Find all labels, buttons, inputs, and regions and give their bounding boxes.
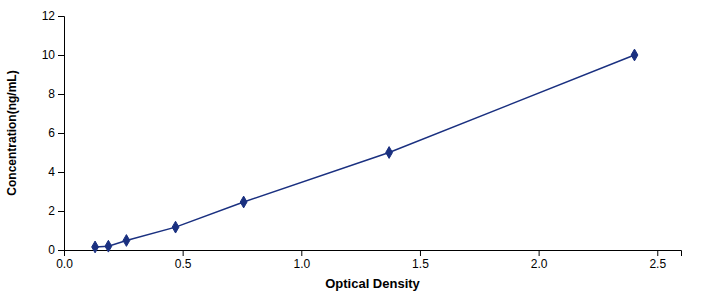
- x-axis-tick: 0.5: [175, 250, 192, 271]
- y-axis-tick-mark: [58, 172, 64, 173]
- point: [631, 49, 638, 61]
- y-axis-tick-mark: [58, 55, 64, 56]
- point: [386, 147, 393, 159]
- series: [92, 49, 638, 253]
- x-axis-tick-mark: [301, 250, 302, 256]
- x-axis-tick-mark: [539, 250, 540, 256]
- x-axis-tick-mark: [183, 250, 184, 256]
- point: [92, 241, 99, 253]
- x-axis-tick: 0.0: [56, 250, 73, 271]
- y-axis-tick-mark: [58, 94, 64, 95]
- x-axis-tick-label: 0.0: [56, 257, 73, 271]
- line: [95, 55, 634, 247]
- y-axis-tick-mark: [58, 250, 64, 251]
- y-axis-tick-label: 4: [48, 165, 55, 179]
- y-axis-tick: 6: [48, 126, 64, 140]
- x-axis-tick: 2.0: [531, 250, 548, 271]
- y-axis-tick-mark: [58, 211, 64, 212]
- y-axis-tick: 0: [48, 243, 64, 257]
- x-axis: 0.0 0.5 1.0 1.5 2.0 2.5: [56, 250, 681, 271]
- y-axis-tick-label: 6: [48, 126, 55, 140]
- y-axis-tick: 8: [48, 87, 64, 101]
- point: [240, 196, 247, 208]
- x-axis-tick: 1.0: [293, 250, 310, 271]
- y-axis-title: Concentration(ng/mL): [5, 70, 19, 195]
- point: [172, 221, 179, 233]
- y-axis-tick-mark: [58, 133, 64, 134]
- x-axis-line: [65, 251, 682, 257]
- y-axis-tick-label: 0: [48, 243, 55, 257]
- y-axis-tick: 4: [48, 165, 64, 179]
- y-axis-tick: 10: [42, 48, 64, 62]
- y-axis-tick-label: 12: [42, 9, 56, 23]
- x-axis-tick-mark: [657, 250, 658, 256]
- y-axis-tick-mark: [58, 16, 64, 17]
- y-axis: 0 2 4 6 8 10 12: [42, 9, 65, 257]
- x-axis-tick-label: 1.0: [293, 257, 310, 271]
- point: [105, 240, 112, 252]
- x-axis-tick-label: 2.0: [531, 257, 548, 271]
- x-axis-title: Optical Density: [325, 276, 420, 291]
- y-axis-tick-label: 8: [48, 87, 55, 101]
- x-axis-tick: 2.5: [649, 250, 666, 271]
- y-axis-tick-label: 10: [42, 48, 56, 62]
- x-axis-tick-label: 2.5: [649, 257, 666, 271]
- x-axis-tick: 1.5: [412, 250, 429, 271]
- x-axis-tick-label: 0.5: [175, 257, 192, 271]
- x-axis-tick-label: 1.5: [412, 257, 429, 271]
- y-axis-tick: 12: [42, 9, 64, 23]
- point: [123, 235, 130, 247]
- y-axis-tick: 2: [48, 204, 64, 218]
- chart: 0.0 0.5 1.0 1.5 2.0 2.5 0 2 4 6 8 10 12 Optical Densi…: [0, 0, 705, 296]
- y-axis-line: [58, 17, 65, 251]
- plot: 0.0 0.5 1.0 1.5 2.0 2.5 0 2 4 6 8 10 12: [42, 9, 682, 270]
- y-axis-tick-label: 2: [48, 204, 55, 218]
- x-axis-tick-mark: [420, 250, 421, 256]
